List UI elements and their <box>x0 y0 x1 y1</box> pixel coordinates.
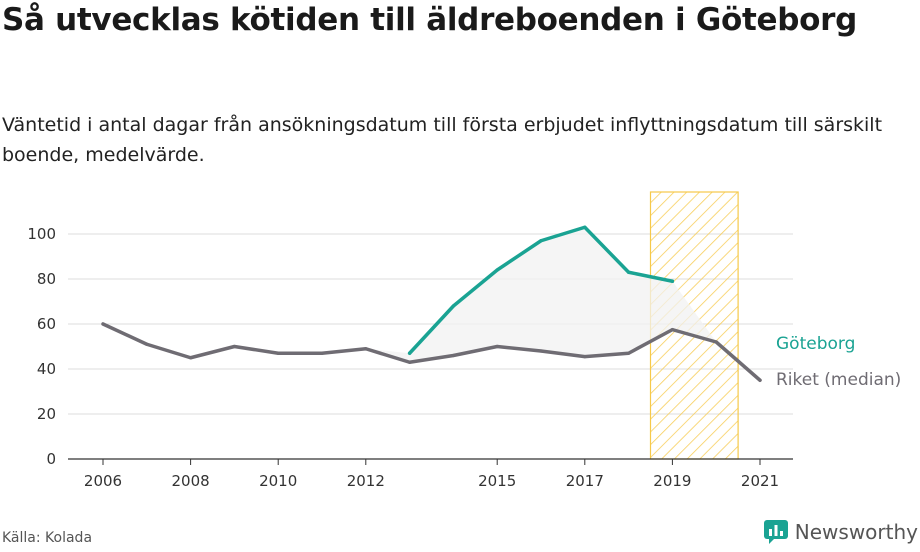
series-labels: Göteborg Riket (median) <box>776 334 901 390</box>
axes: 0 20 40 60 80 100 2006 2008 2010 2012 2015 2017 2019… <box>27 225 793 490</box>
riket-median-line-point <box>320 351 324 355</box>
difference-area <box>103 227 760 381</box>
riket-median-line-point <box>583 355 587 359</box>
riket-median-line-point <box>627 351 631 355</box>
riket-median-line-point <box>145 342 149 346</box>
x-tick-label: 2008 <box>172 472 210 490</box>
riket-median-line <box>101 322 762 382</box>
y-tick-label: 60 <box>37 315 56 333</box>
x-tick-label: 2006 <box>84 472 122 490</box>
x-tick-label: 2017 <box>566 472 604 490</box>
newsworthy-logo: Newsworthy <box>763 519 918 545</box>
chart-title: Så utvecklas kötiden till äldreboenden i… <box>2 2 858 38</box>
range-band <box>103 227 760 381</box>
x-tick-label: 2010 <box>259 472 297 490</box>
x-tick-label: 2021 <box>741 472 779 490</box>
riket-median-line-point <box>276 351 280 355</box>
y-tick-label: 40 <box>37 360 56 378</box>
x-tick-label: 2019 <box>653 472 691 490</box>
riket-median-line-point <box>364 347 368 351</box>
riket-median-line-point <box>451 353 455 358</box>
riket-median-line-point <box>539 349 543 353</box>
y-tick-label: 80 <box>37 270 56 288</box>
goteborg-line-point <box>408 351 412 355</box>
series-lines <box>101 225 762 382</box>
y-tick-label: 0 <box>46 450 56 468</box>
y-tick-label: 20 <box>37 405 56 423</box>
riket-median-line-point <box>101 322 105 326</box>
x-tick-label: 2015 <box>478 472 516 490</box>
y-tick-label: 100 <box>27 225 56 243</box>
source-note: Källa: Kolada <box>2 530 93 546</box>
goteborg-line-point <box>583 225 587 229</box>
goteborg-line-point <box>627 270 631 274</box>
riket-median-line-point <box>232 344 236 349</box>
chart-subtitle: Väntetid i antal dagar från ansökningsda… <box>2 114 883 166</box>
goteborg-line-point <box>495 268 499 272</box>
brand-name: Newsworthy <box>794 520 918 544</box>
series-label-riket: Riket (median) <box>776 370 901 390</box>
riket-median-line-point <box>758 378 762 382</box>
goteborg-line-point <box>451 304 455 308</box>
riket-median-line-point <box>189 356 193 360</box>
riket-median-line-point <box>714 340 718 344</box>
riket-median-line-point <box>670 328 675 332</box>
goteborg-line-point <box>539 239 543 243</box>
goteborg-line-point <box>670 279 675 283</box>
x-tick-label: 2012 <box>347 472 385 490</box>
riket-median-line-point <box>408 360 412 364</box>
newsworthy-icon <box>763 520 788 544</box>
riket-median-line-point <box>495 344 499 349</box>
series-label-goteborg: Göteborg <box>776 334 855 354</box>
